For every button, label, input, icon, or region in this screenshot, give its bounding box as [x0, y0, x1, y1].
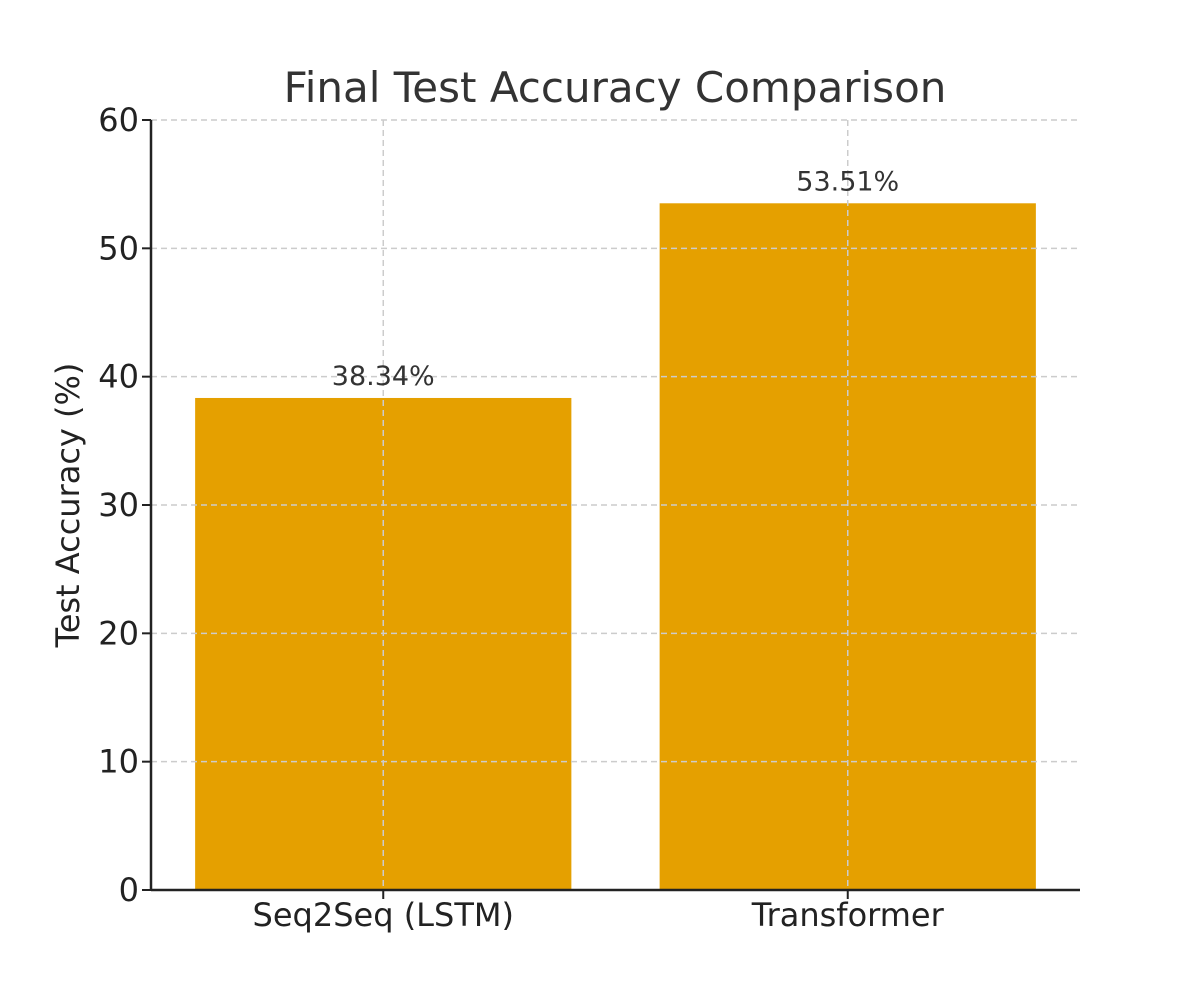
- y-tick-label: 30: [98, 486, 139, 524]
- bar-value-label: 53.51%: [796, 166, 899, 197]
- y-tick-label: 40: [98, 358, 139, 396]
- y-tick-label: 0: [119, 871, 139, 909]
- chart-title: Final Test Accuracy Comparison: [284, 63, 947, 112]
- x-axis-ticks: Seq2Seq (LSTM) Transformer: [253, 890, 945, 934]
- bars: [195, 203, 1036, 890]
- y-tick-label: 60: [98, 101, 139, 139]
- y-tick-label: 20: [98, 614, 139, 652]
- bar-value-label: 38.34%: [332, 361, 435, 392]
- data-labels: 38.34% 53.51%: [332, 166, 899, 392]
- y-tick-label: 50: [98, 229, 139, 267]
- bar: [659, 203, 1036, 890]
- y-tick-label: 10: [98, 743, 139, 781]
- y-axis-ticks: 0 10 20 30 40 50 60: [98, 101, 151, 909]
- y-axis-label: Test Accuracy (%): [49, 363, 87, 649]
- x-tick-label: Transformer: [751, 896, 945, 934]
- x-tick-label: Seq2Seq (LSTM): [253, 896, 514, 934]
